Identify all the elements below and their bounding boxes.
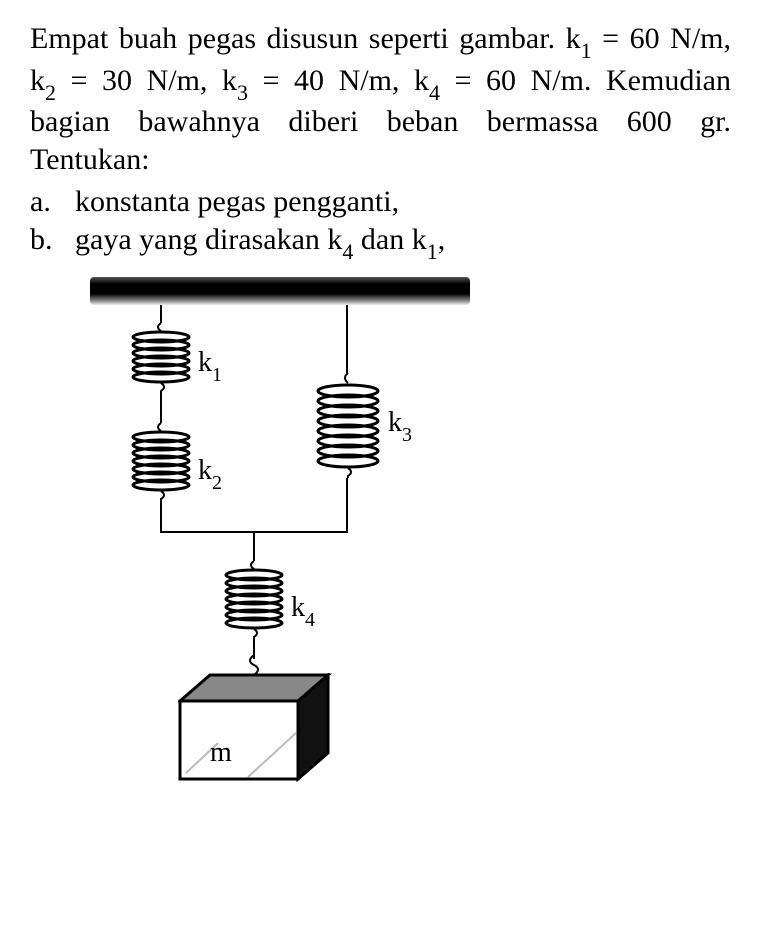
question-a: a. konstanta pegas pengganti,: [30, 183, 731, 221]
question-list: a. konstanta pegas pengganti, b. gaya ya…: [30, 183, 731, 262]
problem-statement: Empat buah pegas disusun seperti gambar.…: [30, 20, 731, 178]
wire: [160, 305, 162, 323]
k3-expr: k3 = 40 N/m,: [222, 64, 414, 97]
spring-k2-label: k2: [198, 455, 222, 492]
spring-k2: [130, 423, 190, 501]
spring-k4: [223, 561, 283, 639]
mass-label: m: [210, 737, 232, 769]
spring-k4-label: k4: [291, 592, 315, 629]
wire: [160, 395, 162, 423]
ceiling-bar: [90, 277, 470, 305]
connector-coil: [244, 655, 264, 675]
spring-k1: [130, 323, 190, 395]
wire: [346, 478, 348, 531]
k2-expr: k2 = 30 N/m,: [30, 64, 222, 97]
wire: [253, 531, 255, 561]
mass-block: [178, 673, 328, 768]
spring-k3: [315, 373, 375, 478]
wire: [160, 501, 162, 531]
spring-k1-label: k1: [198, 347, 222, 384]
wire: [346, 305, 348, 373]
intro-text: Empat buah pegas disusun seperti gambar.: [30, 22, 555, 55]
k4-expr: k4 = 60 N/m.: [414, 64, 606, 97]
spring-diagram: k1 k2: [90, 277, 470, 817]
spring-k3-label: k3: [388, 407, 412, 444]
question-b: b. gaya yang dirasakan k4 dan k1,: [30, 221, 731, 263]
k1-expr: k1 = 60 N/m,: [566, 22, 731, 55]
